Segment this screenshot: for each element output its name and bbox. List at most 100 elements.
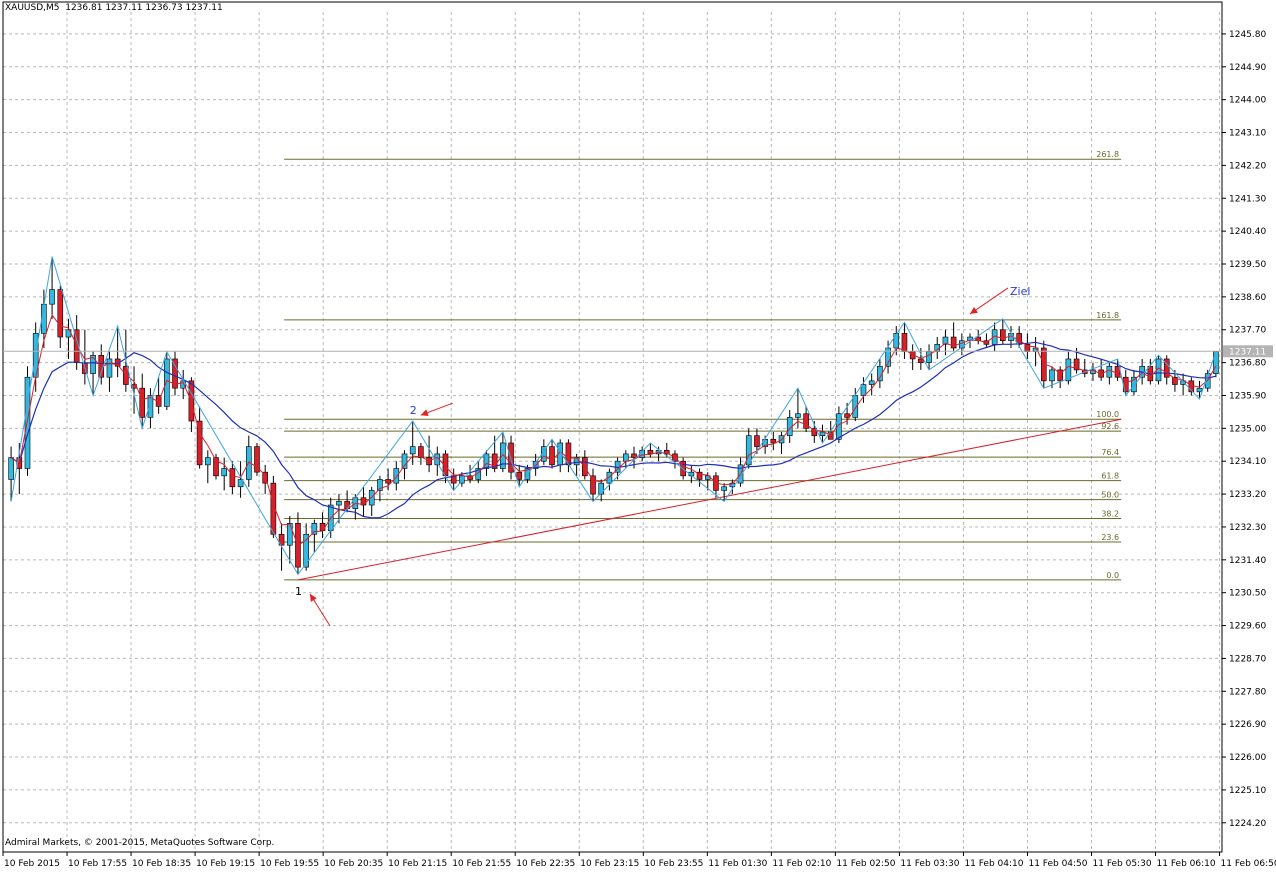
candle-body — [1049, 369, 1055, 382]
candle — [541, 439, 547, 465]
annotations[interactable]: 1 2 Ziel — [295, 285, 1030, 627]
y-tick-label: 1244.00 — [1229, 96, 1266, 106]
arrow-to-wave-2[interactable] — [420, 402, 453, 416]
candle — [8, 446, 14, 502]
candle — [213, 453, 219, 480]
x-tick-label: 10 Feb 23:55 — [644, 859, 703, 869]
y-tick-label: 1227.80 — [1229, 687, 1266, 697]
candle-body — [196, 420, 203, 466]
candle — [770, 432, 777, 451]
x-tick-label: 11 Feb 01:30 — [708, 859, 767, 869]
candle-body — [237, 479, 244, 488]
candle-body — [57, 289, 64, 338]
zigzag-line — [10, 256, 1217, 576]
candle-body — [1131, 376, 1137, 393]
candle-body — [1196, 387, 1203, 393]
candle — [393, 461, 400, 491]
x-tick-label: 10 Feb 19:55 — [260, 859, 319, 869]
wave-label-1: 1 — [295, 585, 302, 598]
candle-body — [221, 468, 227, 477]
candle — [385, 468, 391, 491]
candle — [1057, 366, 1063, 389]
candle — [598, 479, 605, 502]
candle — [245, 435, 252, 487]
candle — [360, 486, 367, 516]
candle — [967, 333, 973, 348]
x-tick-label: 10 Feb 23:15 — [580, 859, 639, 869]
fib-level-label: 61.8 — [1101, 472, 1119, 481]
candle-body — [795, 413, 801, 418]
arrow-to-wave-1[interactable] — [309, 593, 331, 627]
candle-body — [49, 289, 55, 305]
fibonacci-retracement[interactable]: 0.0 23.6 38.2 50.0 61.8 76.4 92.6 100.0 161.8 261… — [284, 150, 1122, 581]
candle-body — [147, 395, 154, 418]
wave-label-2: 2 — [410, 404, 417, 417]
y-tick-label: 1230.50 — [1229, 589, 1266, 599]
y-tick-label: 1226.00 — [1229, 753, 1266, 763]
candle-body — [483, 453, 490, 469]
current-price-box — [1223, 345, 1273, 358]
candle — [196, 406, 203, 469]
candle-body — [918, 358, 924, 363]
candle-body — [721, 486, 727, 491]
x-tick-label: 11 Feb 05:30 — [1093, 859, 1152, 869]
candle-body — [491, 453, 498, 469]
y-tick-label: 1243.10 — [1229, 129, 1266, 139]
y-tick-label: 1226.90 — [1229, 720, 1266, 730]
candle — [368, 486, 375, 516]
candle-body — [409, 446, 416, 455]
candle — [262, 464, 268, 495]
y-tick-label: 1231.40 — [1229, 556, 1266, 566]
candle-body — [123, 365, 129, 385]
candle — [639, 446, 645, 462]
candle — [434, 446, 441, 476]
candle-body — [836, 413, 842, 440]
candle — [500, 432, 506, 473]
candle — [590, 468, 596, 502]
candle — [885, 340, 891, 374]
candle — [336, 494, 342, 524]
arrow-to-target[interactable] — [969, 287, 1009, 315]
x-tick-label: 11 Feb 06:50 — [1221, 859, 1276, 869]
candle-body — [229, 468, 236, 488]
fib-level-label: 50.0 — [1101, 491, 1119, 500]
y-tick-label: 1237.70 — [1229, 326, 1266, 336]
candle-body — [418, 446, 424, 458]
candle-body — [377, 479, 383, 491]
arrow-head — [420, 409, 429, 416]
candle — [286, 516, 293, 564]
x-tick-label: 11 Feb 02:10 — [772, 859, 831, 869]
candle-body — [106, 358, 113, 378]
y-tick-label: 1240.40 — [1229, 227, 1266, 237]
candle — [205, 450, 211, 484]
candle — [819, 424, 826, 443]
candle — [1081, 358, 1088, 378]
candle — [90, 351, 96, 396]
x-tick-label: 11 Feb 06:10 — [1157, 859, 1216, 869]
candle-body — [205, 457, 211, 466]
trendline[interactable] — [298, 418, 1122, 581]
x-tick-label: 10 Feb 2015 — [4, 859, 60, 869]
candle-body — [942, 336, 949, 345]
candle — [147, 388, 154, 429]
candle-body — [663, 449, 670, 455]
candle — [868, 373, 875, 396]
candle — [172, 351, 178, 396]
candle-body — [606, 471, 613, 484]
fib-level-label: 23.6 — [1101, 533, 1119, 542]
moving-averages — [10, 313, 1217, 547]
candle-body — [516, 471, 523, 480]
ma-fast-line — [10, 313, 1217, 547]
x-tick-label: 10 Feb 21:15 — [388, 859, 447, 869]
y-tick-label: 1235.00 — [1229, 424, 1266, 434]
candle-body — [590, 475, 596, 495]
candle — [655, 446, 662, 462]
copyright-text: Admiral Markets, © 2001-2015, MetaQuotes… — [5, 838, 275, 848]
candle-body — [926, 351, 932, 363]
current-price-label: 1237.11 — [1229, 347, 1266, 357]
plot-frame — [2, 1, 1223, 853]
candle — [950, 322, 957, 352]
y-tick-label: 1229.60 — [1229, 622, 1266, 632]
candle — [1180, 373, 1186, 396]
